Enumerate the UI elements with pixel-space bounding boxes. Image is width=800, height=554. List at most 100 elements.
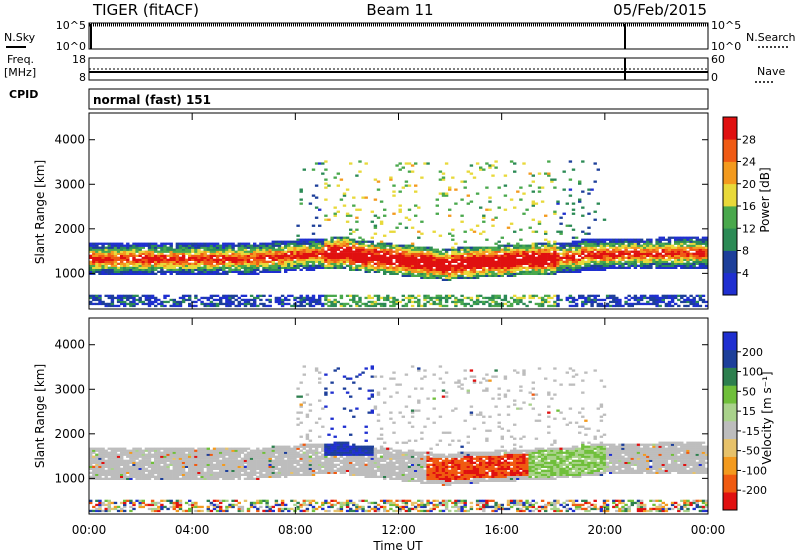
heatmap-cell xyxy=(373,270,378,273)
heatmap-cell xyxy=(333,206,337,209)
heatmap-cell xyxy=(175,304,180,308)
heatmap-cell xyxy=(392,212,396,215)
heatmap-cell xyxy=(680,296,684,300)
heatmap-cell xyxy=(126,467,130,470)
heatmap-cell xyxy=(401,254,405,257)
heatmap-cell xyxy=(407,272,412,275)
heatmap-cell xyxy=(104,465,108,468)
heatmap-cell xyxy=(389,296,393,300)
heatmap-cell xyxy=(262,302,266,306)
heatmap-cell xyxy=(407,252,412,255)
heatmap-cell xyxy=(466,262,470,265)
heatmap-cell xyxy=(364,162,368,165)
heatmap-cell xyxy=(497,240,501,243)
heatmap-cell xyxy=(494,248,498,251)
heatmap-cell xyxy=(333,246,337,249)
heatmap-cell xyxy=(175,505,180,509)
heatmap-cell xyxy=(120,449,124,452)
heatmap-cell xyxy=(262,465,266,468)
heatmap-cell xyxy=(95,258,99,261)
heatmap-cell xyxy=(581,260,585,263)
heatmap-cell xyxy=(414,162,418,165)
heatmap-cell xyxy=(482,246,486,249)
heatmap-cell xyxy=(593,240,597,243)
heatmap-cell xyxy=(110,258,115,261)
heatmap-cell xyxy=(209,266,214,269)
heatmap-cell xyxy=(249,268,254,271)
heatmap-cell xyxy=(389,242,393,245)
heatmap-cell xyxy=(219,505,223,509)
heatmap-cell xyxy=(655,238,659,241)
heatmap-cell xyxy=(89,246,93,249)
heatmap-cell xyxy=(636,244,641,247)
heatmap-cell xyxy=(441,266,446,269)
heatmap-cell xyxy=(435,294,439,297)
heatmap-cell xyxy=(432,276,436,279)
heatmap-cell xyxy=(215,242,220,245)
heatmap-cell xyxy=(249,461,254,464)
heatmap-cell xyxy=(116,467,121,470)
heatmap-cell xyxy=(680,242,684,245)
heatmap-cell xyxy=(209,244,214,247)
heatmap-cell xyxy=(308,298,313,302)
heatmap-cell xyxy=(559,252,563,255)
heatmap-cell xyxy=(253,469,257,472)
velocity-heatmap xyxy=(89,365,709,513)
heatmap-cell xyxy=(395,250,399,253)
heatmap-cell xyxy=(649,296,653,300)
heatmap-cell xyxy=(534,250,539,253)
heatmap-cell xyxy=(537,254,542,257)
heatmap-cell xyxy=(615,300,619,304)
heatmap-cell xyxy=(280,260,285,263)
heatmap-cell xyxy=(531,270,535,273)
heatmap-cell xyxy=(135,254,139,257)
heatmap-cell xyxy=(280,250,285,253)
heatmap-cell xyxy=(120,244,124,247)
heatmap-cell xyxy=(633,244,638,247)
heatmap-cell xyxy=(296,262,300,265)
heatmap-cell xyxy=(169,455,173,458)
heatmap-cell xyxy=(311,256,316,259)
heatmap-cell xyxy=(435,296,439,300)
heatmap-cell xyxy=(664,250,669,253)
nsky-panel xyxy=(88,22,709,50)
heatmap-cell xyxy=(200,302,204,306)
heatmap-cell xyxy=(472,176,477,179)
heatmap-cell xyxy=(98,248,102,251)
heatmap-cell xyxy=(528,294,532,297)
heatmap-cell xyxy=(277,264,282,267)
heatmap-cell xyxy=(120,457,124,460)
heatmap-cell xyxy=(367,258,371,261)
heatmap-cell xyxy=(407,260,412,263)
heatmap-cell xyxy=(491,274,495,277)
heatmap-cell xyxy=(327,304,331,308)
heatmap-cell xyxy=(568,266,573,269)
heatmap-cell xyxy=(670,296,675,300)
heatmap-cell xyxy=(150,294,155,297)
heatmap-cell xyxy=(160,246,164,249)
heatmap-cell xyxy=(95,254,99,257)
heatmap-cell xyxy=(135,298,139,302)
heatmap-cell xyxy=(444,258,449,261)
heatmap-cell xyxy=(531,248,535,251)
heatmap-cell xyxy=(113,252,118,255)
heatmap-cell xyxy=(612,296,616,300)
heatmap-cell xyxy=(228,455,232,458)
heatmap-cell xyxy=(126,302,130,306)
heatmap-cell xyxy=(225,467,229,470)
heatmap-cell xyxy=(670,260,675,263)
heatmap-cell xyxy=(537,252,542,255)
heatmap-cell xyxy=(160,507,164,511)
heatmap-cell xyxy=(516,252,520,255)
heatmap-cell xyxy=(262,266,266,269)
heatmap-cell xyxy=(578,294,582,297)
heatmap-cell xyxy=(296,246,300,249)
heatmap-cell xyxy=(426,294,430,297)
heatmap-cell xyxy=(206,254,210,257)
heatmap-cell xyxy=(701,236,706,239)
heatmap-cell xyxy=(163,258,167,261)
heatmap-cell xyxy=(513,256,517,259)
heatmap-cell xyxy=(531,250,535,253)
heatmap-cell xyxy=(123,264,127,267)
heatmap-cell xyxy=(268,266,272,269)
